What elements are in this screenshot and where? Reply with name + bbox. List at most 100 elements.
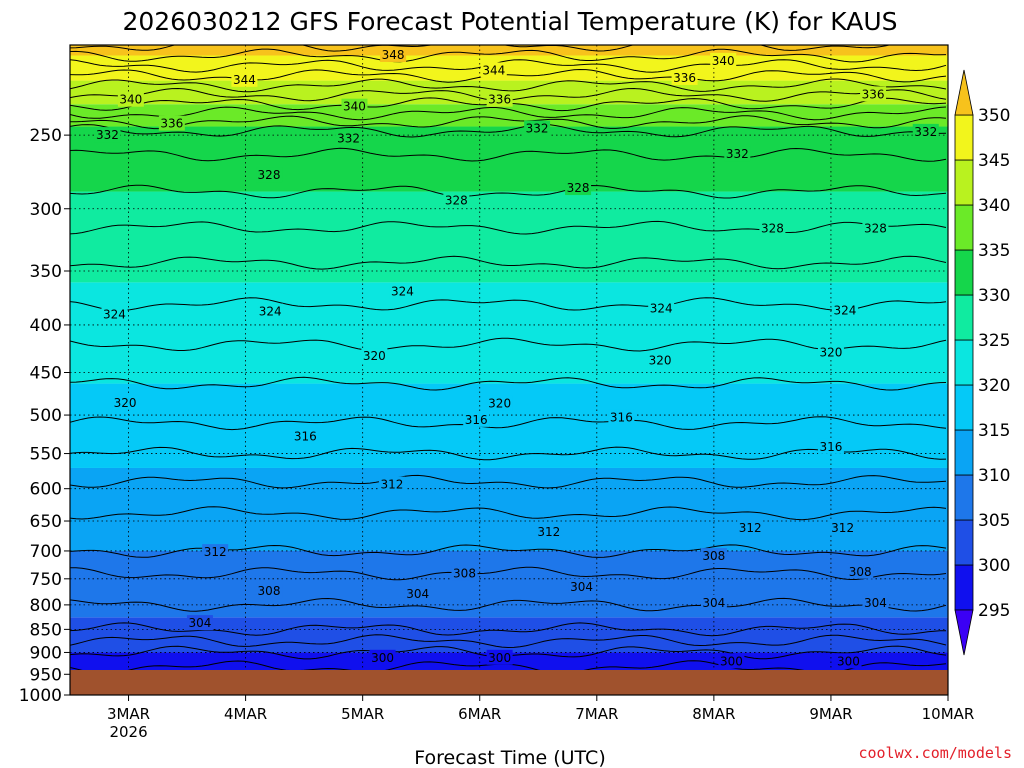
x-axis-label: Forecast Time (UTC) [414, 747, 605, 768]
contour-304 [70, 622, 946, 637]
contour-label-bg [256, 583, 283, 599]
contour-label-324: 324 [103, 308, 126, 322]
contour-label-bg [335, 130, 362, 146]
y-tick-label-500: 500 [30, 406, 62, 426]
contour-label-bg [486, 395, 513, 411]
contour-label-bg [737, 519, 764, 535]
contour-label-328: 328 [864, 221, 887, 235]
colorbar-tick-335: 335 [978, 241, 1010, 261]
theta-band-335-340 [70, 104, 948, 127]
contour-label-bg [860, 86, 887, 102]
contour-label-304: 304 [702, 596, 725, 610]
y-tick-label-800: 800 [30, 596, 62, 616]
y-tick-label-650: 650 [30, 512, 62, 532]
contour-306 [70, 597, 947, 612]
colorbar-tick-340: 340 [978, 196, 1010, 216]
contour-label-bg [535, 524, 562, 540]
contour-label-bg [710, 52, 737, 68]
contour-350 [70, 48, 947, 63]
contour-label-332: 332 [726, 147, 749, 161]
x-tick-year: 2026 [109, 723, 147, 741]
contour-label-bg [361, 348, 388, 364]
contour-label-336: 336 [488, 93, 511, 107]
contour-label-316: 316 [819, 440, 842, 454]
contour-label-324: 324 [650, 301, 673, 315]
theta-band-345-350 [70, 55, 948, 81]
y-tick-label-900: 900 [30, 643, 62, 663]
contour-label-bg [112, 394, 139, 410]
contour-label-304: 304 [864, 596, 887, 610]
chart-title: 2026030212 GFS Forecast Potential Temper… [122, 7, 897, 36]
contour-label-bg [451, 565, 478, 581]
contour-label-bg [568, 578, 595, 594]
y-tick-label-550: 550 [30, 445, 62, 465]
contour-label-bg [817, 438, 844, 454]
colorbar-tick-295: 295 [978, 601, 1010, 621]
contour-label-bg [341, 98, 368, 114]
contour-label-bg [380, 46, 407, 62]
contour-label-bg [463, 411, 490, 427]
y-tick-label-600: 600 [30, 480, 62, 500]
contour-338 [70, 106, 947, 121]
contour-label-bg [378, 476, 405, 492]
theta-band-320-325 [70, 282, 948, 384]
contour-label-332: 332 [337, 131, 360, 145]
ground-layer [70, 670, 948, 695]
colorbar-tick-305: 305 [978, 511, 1010, 531]
contour-334 [70, 123, 947, 138]
x-tick-label-6MAR: 6MAR [458, 705, 501, 723]
y-tick-label-350: 350 [30, 262, 62, 282]
contour-label-328: 328 [761, 221, 784, 235]
colorbar-tick-325: 325 [978, 331, 1010, 351]
contour-label-bg [101, 306, 128, 322]
contour-label-340: 340 [343, 100, 366, 114]
colorbar-tick-300: 300 [978, 556, 1010, 576]
colorbar: 295 300 305 310 315 320 325 330 335 340 345 350 [954, 69, 1010, 656]
y-tick-label-700: 700 [30, 542, 62, 562]
contour-label-312: 312 [739, 521, 762, 535]
contour-label-340: 340 [119, 93, 142, 107]
contour-318 [70, 416, 947, 431]
colorbar-bin-345 [954, 114, 974, 161]
contour-label-bg [700, 594, 727, 610]
colorbar-bin-295 [954, 564, 974, 611]
contour-label-bg [389, 283, 416, 299]
x-tick-label-5MAR: 5MAR [341, 705, 384, 723]
contour-label-300: 300 [488, 651, 511, 665]
y-tick-label-850: 850 [30, 620, 62, 640]
contour-label-324: 324 [834, 304, 857, 318]
contour-label-308: 308 [453, 566, 476, 580]
colorbar-bin-310 [954, 429, 974, 476]
contour-label-320: 320 [114, 396, 137, 410]
x-tick-label-7MAR: 7MAR [575, 705, 618, 723]
colorbar-tick-345: 345 [978, 151, 1010, 171]
colorbar-bin-315 [954, 384, 974, 431]
contour-label-324: 324 [391, 284, 414, 298]
contour-label-344: 344 [233, 73, 256, 87]
contour-label-bg [369, 649, 396, 665]
contour-label-bg [912, 123, 939, 139]
contour-label-328: 328 [567, 181, 590, 195]
contour-label-320: 320 [819, 345, 842, 359]
x-tick-label-3MAR: 3MAR [107, 705, 150, 723]
contour-label-308: 308 [258, 584, 281, 598]
theta-band-330-335 [70, 126, 948, 192]
contour-label-312: 312 [204, 545, 227, 559]
x-tick-label-10MAR: 10MAR [922, 705, 975, 723]
contour-label-bg [186, 615, 213, 631]
theta-band-310-315 [70, 467, 948, 551]
contour-324 [70, 297, 947, 312]
contour-label-324: 324 [259, 305, 282, 319]
colorbar-bin-305 [954, 474, 974, 521]
contour-label-308: 308 [702, 549, 725, 563]
contour-348 [70, 59, 947, 73]
source-credit: coolwx.com/models [858, 744, 1012, 762]
y-tick-label-750: 750 [30, 570, 62, 590]
contour-label-bg [700, 548, 727, 564]
contour-label-332: 332 [96, 128, 119, 142]
colorbar-bin-300 [954, 519, 974, 566]
contour-label-bg [231, 71, 258, 87]
contour-label-300: 300 [720, 654, 743, 668]
contour-326 [70, 255, 947, 270]
